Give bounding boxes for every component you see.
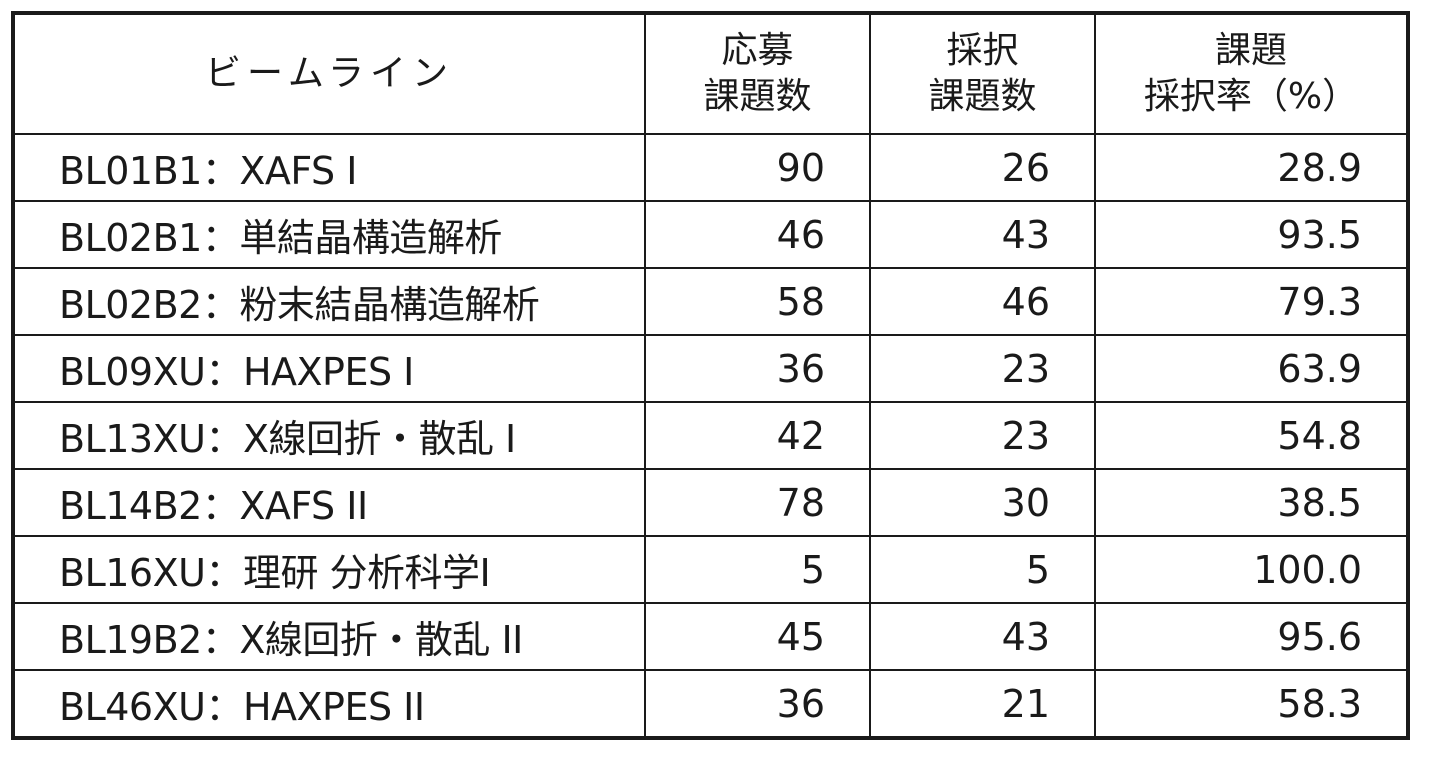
cell-beamline: BL09XU：HAXPES I (12, 334, 646, 403)
table-row: BL13XU：X線回折・散乱 I 42 23 54.8 (12, 401, 1409, 470)
cell-accepted: 46 (869, 267, 1096, 336)
beamline-table-container: ビームライン 応募 課題数 採択 課題数 課題 採択率（%） BL01B1：XA… (11, 11, 1410, 740)
cell-beamline: BL02B1：単結晶構造解析 (12, 200, 646, 269)
beamline-proposal-table: ビームライン 応募 課題数 採択 課題数 課題 採択率（%） BL01B1：XA… (11, 11, 1410, 740)
table-row: BL19B2：X線回折・散乱 II 45 43 95.6 (12, 602, 1409, 671)
header-beamline: ビームライン (12, 12, 646, 135)
cell-accepted: 23 (869, 401, 1096, 470)
header-acceptance-rate: 課題 採択率（%） (1094, 12, 1409, 135)
table-row: BL09XU：HAXPES I 36 23 63.9 (12, 334, 1409, 403)
table-row: BL02B1：単結晶構造解析 46 43 93.5 (12, 200, 1409, 269)
header-applications: 応募 課題数 (644, 12, 871, 135)
cell-applications: 36 (644, 334, 871, 403)
header-row: ビームライン 応募 課題数 採択 課題数 課題 採択率（%） (12, 12, 1409, 135)
cell-rate: 95.6 (1094, 602, 1409, 671)
table-row: BL01B1：XAFS I 90 26 28.9 (12, 133, 1409, 202)
table-row: BL14B2：XAFS II 78 30 38.5 (12, 468, 1409, 537)
cell-applications: 46 (644, 200, 871, 269)
cell-rate: 100.0 (1094, 535, 1409, 604)
cell-applications: 58 (644, 267, 871, 336)
table-row: BL46XU：HAXPES II 36 21 58.3 (12, 669, 1409, 739)
cell-rate: 38.5 (1094, 468, 1409, 537)
cell-applications: 36 (644, 669, 871, 739)
cell-beamline: BL13XU：X線回折・散乱 I (12, 401, 646, 470)
header-accepted: 採択 課題数 (869, 12, 1096, 135)
cell-accepted: 26 (869, 133, 1096, 202)
table-row: BL02B2：粉末結晶構造解析 58 46 79.3 (12, 267, 1409, 336)
cell-beamline: BL14B2：XAFS II (12, 468, 646, 537)
cell-applications: 5 (644, 535, 871, 604)
cell-applications: 45 (644, 602, 871, 671)
cell-beamline: BL01B1：XAFS I (12, 133, 646, 202)
cell-beamline: BL16XU：理研 分析科学I (12, 535, 646, 604)
cell-accepted: 43 (869, 602, 1096, 671)
cell-accepted: 30 (869, 468, 1096, 537)
cell-beamline: BL19B2：X線回折・散乱 II (12, 602, 646, 671)
cell-beamline: BL46XU：HAXPES II (12, 669, 646, 739)
cell-rate: 79.3 (1094, 267, 1409, 336)
cell-rate: 54.8 (1094, 401, 1409, 470)
cell-accepted: 5 (869, 535, 1096, 604)
cell-applications: 78 (644, 468, 871, 537)
cell-applications: 90 (644, 133, 871, 202)
cell-accepted: 43 (869, 200, 1096, 269)
table-row: BL16XU：理研 分析科学I 5 5 100.0 (12, 535, 1409, 604)
cell-rate: 63.9 (1094, 334, 1409, 403)
cell-accepted: 21 (869, 669, 1096, 739)
cell-beamline: BL02B2：粉末結晶構造解析 (12, 267, 646, 336)
cell-rate: 93.5 (1094, 200, 1409, 269)
cell-rate: 58.3 (1094, 669, 1409, 739)
cell-accepted: 23 (869, 334, 1096, 403)
cell-rate: 28.9 (1094, 133, 1409, 202)
cell-applications: 42 (644, 401, 871, 470)
